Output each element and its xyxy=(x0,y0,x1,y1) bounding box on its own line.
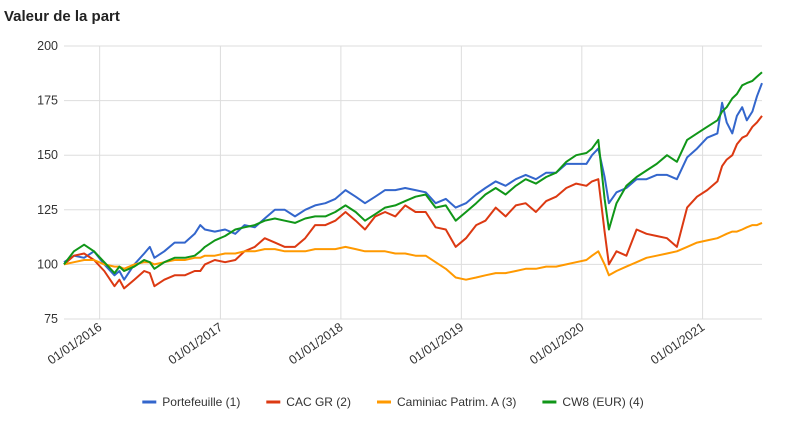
x-tick-label: 01/01/2019 xyxy=(407,320,466,367)
y-tick-label: 125 xyxy=(37,203,58,217)
y-tick-label: 75 xyxy=(44,312,58,326)
series-line-1 xyxy=(63,82,763,281)
y-tick-label: 150 xyxy=(37,148,58,162)
legend-label: CW8 (EUR) (4) xyxy=(562,395,643,409)
legend-item-4[interactable]: CW8 (EUR) (4) xyxy=(542,395,644,409)
series-line-3 xyxy=(63,221,763,281)
x-tick-label: 01/01/2020 xyxy=(527,320,586,367)
grid xyxy=(64,45,762,320)
x-tick-label: 01/01/2021 xyxy=(648,320,707,367)
legend-item-1[interactable]: Portefeuille (1) xyxy=(142,395,240,409)
axes: 75 100 125 150 175 200 01/01/2016 01/01/2017 01/… xyxy=(37,39,707,367)
y-tick-label: 200 xyxy=(37,39,58,53)
legend[interactable]: Portefeuille (1) CAC GR (2) Caminiac Patri… xyxy=(142,395,644,409)
legend-item-3[interactable]: Caminiac Patrim. A (3) xyxy=(377,395,516,409)
x-tick-label: 01/01/2016 xyxy=(45,320,104,367)
y-tick-label: 175 xyxy=(37,94,58,108)
legend-item-2[interactable]: CAC GR (2) xyxy=(266,395,351,409)
legend-label: Portefeuille (1) xyxy=(162,395,240,409)
x-tick-label: 01/01/2018 xyxy=(286,320,345,367)
series-lines xyxy=(63,71,763,290)
legend-label: CAC GR (2) xyxy=(286,395,351,409)
x-tick-label: 01/01/2017 xyxy=(166,320,225,367)
y-tick-label: 100 xyxy=(37,257,58,271)
series-line-4 xyxy=(63,71,763,275)
series-line-2 xyxy=(63,115,763,290)
legend-label: Caminiac Patrim. A (3) xyxy=(397,395,516,409)
chart-title: Valeur de la part xyxy=(4,8,120,25)
